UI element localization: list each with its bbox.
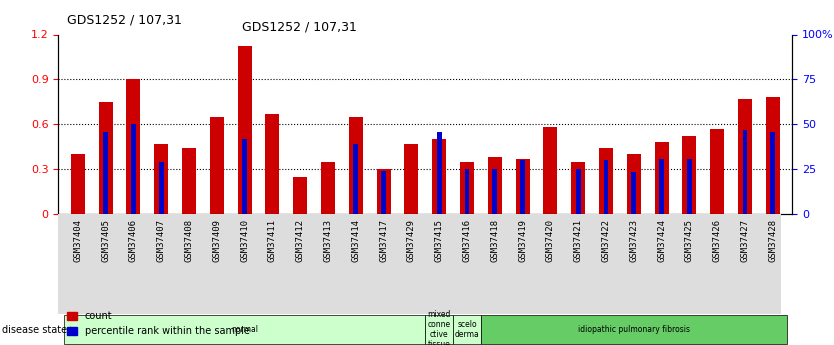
Text: GSM37413: GSM37413 <box>324 219 333 262</box>
Bar <box>771 132 776 214</box>
Text: mixed
conne
ctive
tissue: mixed conne ctive tissue <box>428 310 451 345</box>
Text: GSM37426: GSM37426 <box>713 219 721 262</box>
Bar <box>488 157 502 214</box>
Text: GSM37415: GSM37415 <box>435 219 444 262</box>
FancyBboxPatch shape <box>481 315 786 344</box>
Bar <box>520 160 525 214</box>
Bar <box>321 161 335 214</box>
Bar <box>687 159 692 214</box>
Bar <box>103 132 108 214</box>
Bar <box>742 130 747 214</box>
Bar <box>492 169 497 214</box>
Text: GSM37406: GSM37406 <box>129 219 138 262</box>
Text: GSM37428: GSM37428 <box>768 219 777 262</box>
FancyBboxPatch shape <box>425 315 453 344</box>
Bar <box>682 136 696 214</box>
Bar <box>575 169 580 214</box>
Bar <box>604 160 609 214</box>
Text: GSM37422: GSM37422 <box>601 219 610 262</box>
Text: GDS1252 / 107,31: GDS1252 / 107,31 <box>242 21 357 34</box>
Bar <box>655 142 669 214</box>
Bar <box>294 177 307 214</box>
Bar <box>627 154 641 214</box>
Text: GSM37405: GSM37405 <box>101 219 110 262</box>
Text: GSM37420: GSM37420 <box>546 219 555 262</box>
Bar <box>158 161 163 214</box>
Bar <box>71 154 85 214</box>
Text: GSM37411: GSM37411 <box>268 219 277 262</box>
Bar <box>242 139 247 214</box>
Text: GSM37424: GSM37424 <box>657 219 666 262</box>
Text: GSM37404: GSM37404 <box>73 219 83 262</box>
Text: GDS1252 / 107,31: GDS1252 / 107,31 <box>67 14 182 27</box>
Bar <box>766 97 780 214</box>
Text: GSM37409: GSM37409 <box>213 219 221 262</box>
Bar <box>631 172 636 214</box>
Text: GSM37429: GSM37429 <box>407 219 416 262</box>
Text: GSM37407: GSM37407 <box>157 219 166 262</box>
Bar <box>465 169 470 214</box>
Text: GSM37414: GSM37414 <box>351 219 360 262</box>
Bar <box>544 127 557 214</box>
Bar <box>711 129 724 214</box>
FancyBboxPatch shape <box>58 214 781 314</box>
Bar <box>131 124 136 214</box>
Text: idiopathic pulmonary fibrosis: idiopathic pulmonary fibrosis <box>578 325 690 334</box>
Text: GSM37408: GSM37408 <box>184 219 193 262</box>
Text: GSM37421: GSM37421 <box>574 219 583 262</box>
Bar <box>182 148 196 214</box>
Bar <box>404 144 419 214</box>
Bar <box>381 170 386 214</box>
Text: disease state ▶: disease state ▶ <box>2 325 78 334</box>
Text: GSM37419: GSM37419 <box>518 219 527 262</box>
Text: GSM37418: GSM37418 <box>490 219 500 262</box>
Bar <box>154 144 168 214</box>
Bar <box>354 144 359 214</box>
Text: GSM37412: GSM37412 <box>296 219 304 262</box>
Bar <box>432 139 446 214</box>
Text: GSM37417: GSM37417 <box>379 219 388 262</box>
Text: GSM37425: GSM37425 <box>685 219 694 262</box>
Bar <box>738 99 752 214</box>
Text: GSM37423: GSM37423 <box>630 219 638 262</box>
Bar <box>265 114 279 214</box>
Bar <box>599 148 613 214</box>
Bar <box>460 161 474 214</box>
Text: GSM37427: GSM37427 <box>741 219 750 262</box>
Legend: count, percentile rank within the sample: count, percentile rank within the sample <box>63 307 254 340</box>
Text: normal: normal <box>231 325 259 334</box>
Text: scelo
derma: scelo derma <box>455 320 480 339</box>
Bar <box>437 132 442 214</box>
FancyBboxPatch shape <box>453 315 481 344</box>
FancyBboxPatch shape <box>64 315 425 344</box>
Bar <box>98 102 113 214</box>
Bar <box>210 117 224 214</box>
Text: GSM37416: GSM37416 <box>463 219 471 262</box>
Bar <box>659 159 664 214</box>
Bar <box>571 161 585 214</box>
Bar <box>127 79 140 214</box>
Bar <box>377 169 390 214</box>
Bar <box>349 117 363 214</box>
Bar <box>515 159 530 214</box>
Text: GSM37410: GSM37410 <box>240 219 249 262</box>
Bar <box>238 47 252 214</box>
